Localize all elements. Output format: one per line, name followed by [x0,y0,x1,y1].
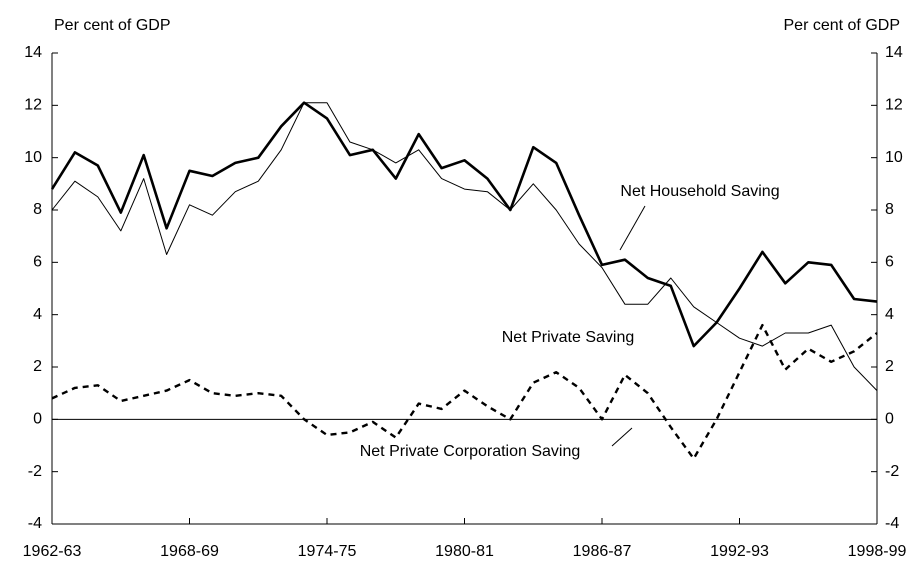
y2-tick-label: 10 [885,149,903,166]
y-tick-label: 6 [33,254,42,271]
y2-tick-label: 8 [885,201,894,218]
y2-tick-label: -2 [885,463,899,480]
y-tick-label: 14 [24,44,42,61]
series-line [51,102,878,391]
x-tick-label: 1968-69 [160,543,219,560]
leader-line [611,427,633,447]
series-label: Net Household Saving [620,183,779,200]
y2-tick-label: 12 [885,97,903,114]
y-tick-label: -2 [28,463,42,480]
series-label: Net Private Corporation Saving [360,443,581,460]
leader-line [619,205,646,251]
series-line [51,323,878,460]
series-line [50,101,878,348]
x-tick-label: 1998-99 [848,543,907,560]
y-tick-label: 10 [24,149,42,166]
y2-tick-label: 6 [885,254,894,271]
y-tick-label: 8 [33,201,42,218]
y2-axis-label: Per cent of GDP [784,17,901,34]
x-tick-label: 1980-81 [435,543,494,560]
y-tick-label: 12 [24,97,42,114]
y2-tick-label: -4 [885,515,899,532]
x-tick-label: 1986-87 [573,543,632,560]
y2-tick-label: 14 [885,44,903,61]
y2-tick-label: 2 [885,358,894,375]
series-label: Net Private Saving [502,329,635,346]
y2-tick-label: 0 [885,411,894,428]
x-tick-label: 1992-93 [710,543,769,560]
y-tick-label: 0 [33,411,42,428]
y-axis-label: Per cent of GDP [54,17,171,34]
y-tick-label: 2 [33,358,42,375]
y-tick-label: -4 [28,515,42,532]
x-tick-label: 1962-63 [23,543,82,560]
x-tick-label: 1974-75 [298,543,357,560]
y2-tick-label: 4 [885,306,894,323]
y-tick-label: 4 [33,306,42,323]
